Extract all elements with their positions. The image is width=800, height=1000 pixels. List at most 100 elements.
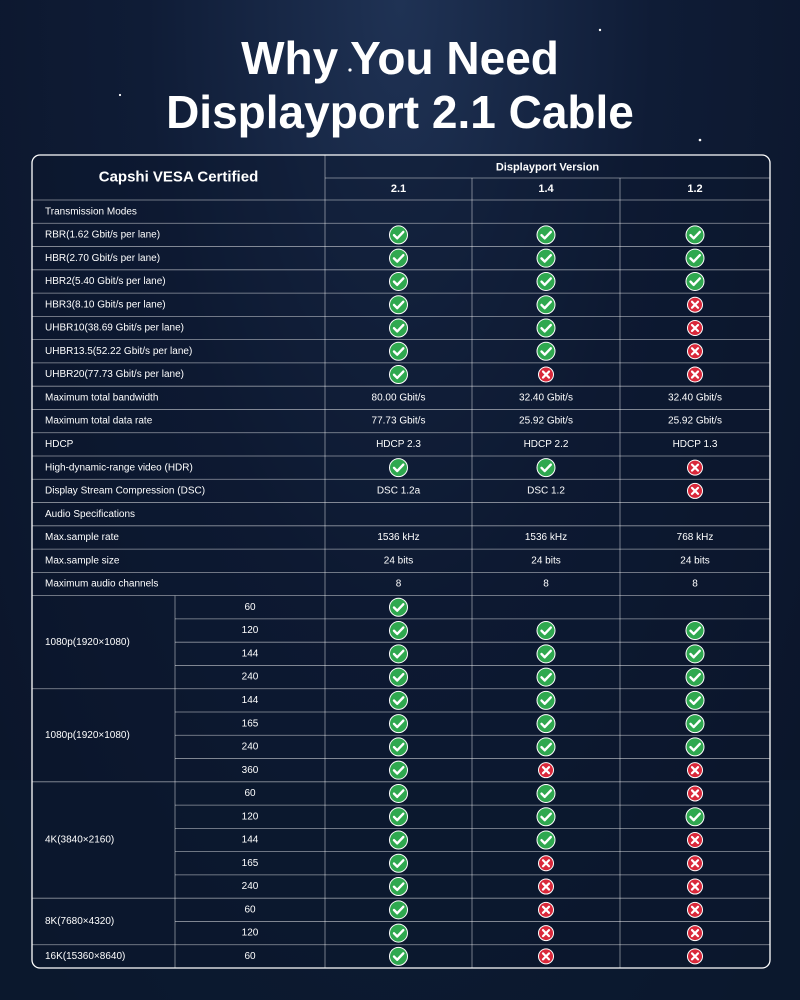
icon-circle xyxy=(389,341,408,361)
icon-circle xyxy=(389,737,408,757)
icon-circle xyxy=(536,621,556,641)
cross-icon xyxy=(538,366,554,383)
icon-glyph xyxy=(540,230,552,240)
icon-circle xyxy=(389,877,408,897)
row-label: UHBR10(38.69 Gbit/s per lane) xyxy=(45,323,184,334)
refresh-rate: 144 xyxy=(242,835,259,846)
refresh-rate: 240 xyxy=(242,742,259,753)
cell-text: 8 xyxy=(396,579,402,590)
cell-text: 1536 kHz xyxy=(377,532,419,543)
refresh-rate: 360 xyxy=(242,765,259,776)
icon-glyph xyxy=(689,672,701,682)
cell-text: 8 xyxy=(692,579,698,590)
icon-circle xyxy=(389,783,408,803)
icon-circle xyxy=(536,667,556,687)
icon-glyph xyxy=(541,952,551,961)
icon-glyph xyxy=(540,835,552,845)
cross-icon xyxy=(538,855,554,872)
icon-glyph xyxy=(540,626,552,636)
icon-glyph xyxy=(540,253,552,263)
icon-glyph xyxy=(392,696,405,705)
check-icon xyxy=(389,295,408,315)
icon-glyph xyxy=(690,859,700,868)
icon-circle xyxy=(685,271,705,291)
check-icon xyxy=(536,621,556,641)
row-label: Display Stream Compression (DSC) xyxy=(45,486,205,497)
icon-glyph xyxy=(392,370,405,380)
icon-glyph xyxy=(541,928,551,938)
icon-glyph xyxy=(392,323,405,333)
cell-text: 32.40 Gbit/s xyxy=(668,392,722,403)
cell-text: DSC 1.2 xyxy=(527,486,565,497)
row-label: Audio Specifications xyxy=(45,509,135,520)
refresh-rate: 60 xyxy=(244,951,256,962)
icon-circle xyxy=(536,807,556,827)
check-icon xyxy=(389,318,408,338)
icon-glyph xyxy=(690,370,700,379)
row-label: Maximum total data rate xyxy=(45,416,153,427)
icon-circle xyxy=(685,225,705,245)
icon-glyph xyxy=(690,952,700,961)
icon-circle xyxy=(389,365,408,385)
refresh-rate: 240 xyxy=(242,672,259,683)
cross-icon xyxy=(687,482,703,499)
check-icon xyxy=(536,737,556,757)
icon-glyph xyxy=(392,672,405,682)
icon-glyph xyxy=(540,277,552,287)
check-icon xyxy=(685,714,705,734)
row-label: High-dynamic-range video (HDR) xyxy=(45,462,193,473)
icon-glyph xyxy=(541,766,551,775)
cell-text: 80.00 Gbit/s xyxy=(372,392,426,403)
check-icon xyxy=(536,225,556,245)
icon-glyph xyxy=(392,603,405,612)
icon-glyph xyxy=(690,323,700,333)
icon-glyph xyxy=(689,742,701,752)
check-icon xyxy=(685,690,705,710)
check-icon xyxy=(685,737,705,757)
check-icon xyxy=(536,714,556,734)
row-label: Maximum total bandwidth xyxy=(45,392,158,403)
cell-text: 77.73 Gbit/s xyxy=(372,416,426,427)
icon-glyph xyxy=(689,253,701,263)
icon-circle xyxy=(389,900,408,920)
icon-glyph xyxy=(392,719,405,729)
group-label: 1080p(1920×1080) xyxy=(45,730,130,741)
star xyxy=(698,138,702,142)
cell-text: 24 bits xyxy=(531,555,560,566)
icon-circle xyxy=(685,667,705,687)
icon-circle xyxy=(389,853,408,873)
icon-circle xyxy=(685,621,705,641)
star xyxy=(598,28,602,32)
check-icon xyxy=(389,946,408,966)
refresh-rate: 144 xyxy=(242,648,259,659)
refresh-rate: 120 xyxy=(242,928,259,939)
check-icon xyxy=(389,597,408,617)
refresh-rate: 144 xyxy=(242,695,259,706)
row-label: Max.sample rate xyxy=(45,532,119,543)
icon-circle xyxy=(536,295,556,315)
icon-glyph xyxy=(690,486,700,496)
version-label: 2.1 xyxy=(391,183,406,195)
row-label: Transmission Modes xyxy=(45,206,137,217)
icon-glyph xyxy=(689,696,701,705)
refresh-rate: 120 xyxy=(242,811,259,822)
table-frame xyxy=(31,154,771,969)
icon-glyph xyxy=(540,719,552,729)
row-label: HDCP xyxy=(45,439,74,450)
icon-glyph xyxy=(541,905,551,914)
check-icon xyxy=(389,621,408,641)
cross-icon xyxy=(687,296,703,313)
cell-text: 25.92 Gbit/s xyxy=(668,416,722,427)
icon-glyph xyxy=(690,766,700,775)
cross-icon xyxy=(687,925,703,942)
cell-text: HDCP 1.3 xyxy=(673,439,718,450)
version-label: 1.4 xyxy=(538,183,554,195)
icon-glyph xyxy=(540,323,552,333)
icon-circle xyxy=(536,248,556,268)
icon-glyph xyxy=(690,347,700,356)
check-icon xyxy=(685,644,705,664)
icon-circle xyxy=(685,807,705,827)
icon-glyph xyxy=(690,463,700,472)
icon-circle xyxy=(685,690,705,710)
icon-glyph xyxy=(392,649,405,659)
